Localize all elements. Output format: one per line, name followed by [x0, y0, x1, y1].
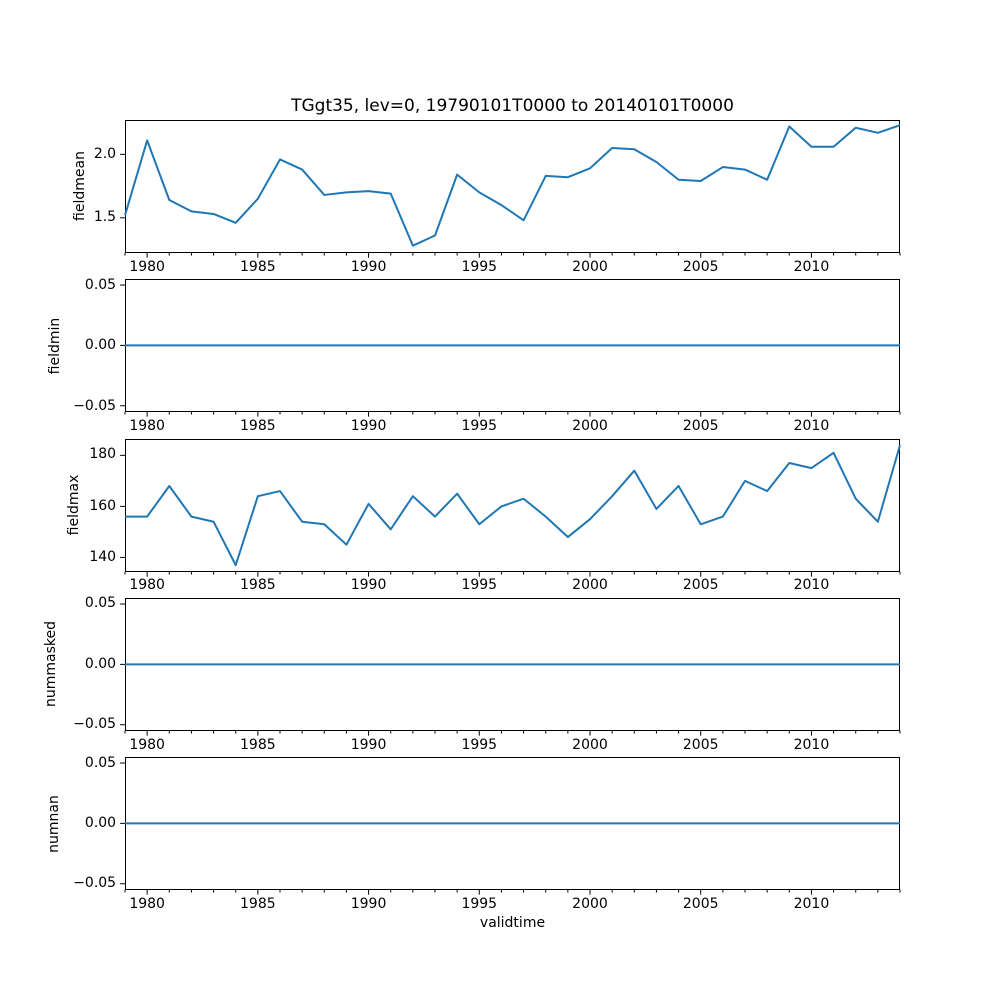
numnan-ylabel: numnan	[46, 794, 62, 853]
fieldmin-xtick-label: 1990	[350, 418, 387, 435]
fieldmin-xtick-label: 2005	[682, 418, 719, 435]
nummasked-ytick-label: 0.00	[84, 655, 117, 672]
fieldmean-xtick-label: 1995	[461, 258, 498, 275]
fieldmean-ylabel: fieldmean	[72, 151, 88, 222]
fieldmean-ytick-label: 1.5	[93, 209, 117, 226]
fieldmean-axes-border	[125, 120, 900, 253]
fieldmax-xtick-label: 1995	[461, 577, 498, 594]
numnan-xtick-label: 1980	[129, 896, 165, 912]
nummasked-xtick-label: 1995	[461, 736, 498, 753]
nummasked-ytick-label: 0.05	[84, 595, 117, 612]
fieldmax-xtick-label: 1990	[350, 577, 387, 594]
numnan-ytick-label: 0.05	[84, 754, 117, 771]
fieldmax-ytick-label: 180	[89, 446, 117, 463]
numnan-xtick-label: 1985	[240, 896, 276, 912]
x-axis-label: validtime	[479, 915, 546, 931]
nummasked-xtick-label: 2005	[682, 736, 719, 753]
fieldmax-xtick-label: 1980	[129, 577, 165, 594]
fieldmean-xtick-label: 2000	[572, 258, 608, 275]
fieldmean-line	[124, 124, 901, 247]
fieldmax-axes-border	[125, 438, 900, 572]
nummasked-xtick-label: 2010	[793, 736, 830, 753]
numnan-xtick-label: 2010	[793, 896, 830, 912]
numnan-xtick-label: 1990	[350, 896, 387, 912]
subplot-nummasked	[120, 597, 901, 736]
subplot-fieldmin	[120, 279, 901, 417]
fieldmax-ytick-label: 140	[89, 548, 117, 565]
fieldmin-xtick-label: 2010	[793, 418, 830, 435]
numnan-ytick-label: 0.00	[84, 815, 117, 832]
numnan-ytick-label: −0.05	[73, 875, 117, 892]
fieldmin-ytick-label: 0.05	[84, 276, 117, 293]
fieldmin-xtick-label: 1995	[461, 418, 498, 435]
fieldmin-xtick-label: 1980	[129, 418, 165, 435]
fieldmean-xtick-label: 1990	[350, 258, 387, 275]
fieldmax-xtick-label: 2000	[572, 577, 608, 594]
figure-title: TGgt35, lev=0, 19790101T0000 to 20140101…	[291, 96, 734, 116]
subplot-fieldmean	[120, 120, 901, 258]
numnan-xtick-label: 2000	[572, 896, 608, 912]
fieldmax-ylabel: fieldmax	[66, 474, 82, 536]
nummasked-ylabel: nummasked	[43, 621, 59, 708]
nummasked-xtick-label: 1980	[129, 736, 165, 753]
nummasked-xtick-label: 1990	[350, 736, 387, 753]
subplot-numnan	[120, 757, 901, 895]
fieldmin-ylabel: fieldmin	[47, 317, 63, 374]
numnan-xtick-label: 1995	[461, 896, 498, 912]
fieldmin-xtick-label: 1985	[240, 418, 276, 435]
nummasked-ytick-label: −0.05	[73, 716, 117, 733]
numnan-xtick-label: 2005	[682, 896, 719, 912]
nummasked-xtick-label: 2000	[572, 736, 608, 753]
nummasked-xtick-label: 1985	[240, 736, 276, 753]
fieldmax-ytick-label: 160	[89, 497, 117, 514]
fieldmin-ytick-label: 0.00	[84, 337, 117, 354]
fieldmean-xtick-label: 2010	[793, 258, 830, 275]
fieldmean-xtick-label: 1985	[240, 258, 276, 275]
fieldmean-xtick-label: 1980	[129, 258, 165, 275]
fieldmax-xtick-label: 2005	[682, 577, 719, 594]
fieldmean-ytick-label: 2.0	[93, 145, 117, 162]
fieldmean-xtick-label: 2005	[682, 258, 719, 275]
fieldmin-xtick-label: 2000	[572, 418, 608, 435]
fieldmax-line	[125, 444, 901, 566]
fieldmax-xtick-label: 2010	[793, 577, 830, 594]
subplot-fieldmax	[120, 438, 901, 577]
fieldmax-xtick-label: 1985	[240, 577, 276, 594]
fieldmin-ytick-label: −0.05	[73, 397, 117, 414]
